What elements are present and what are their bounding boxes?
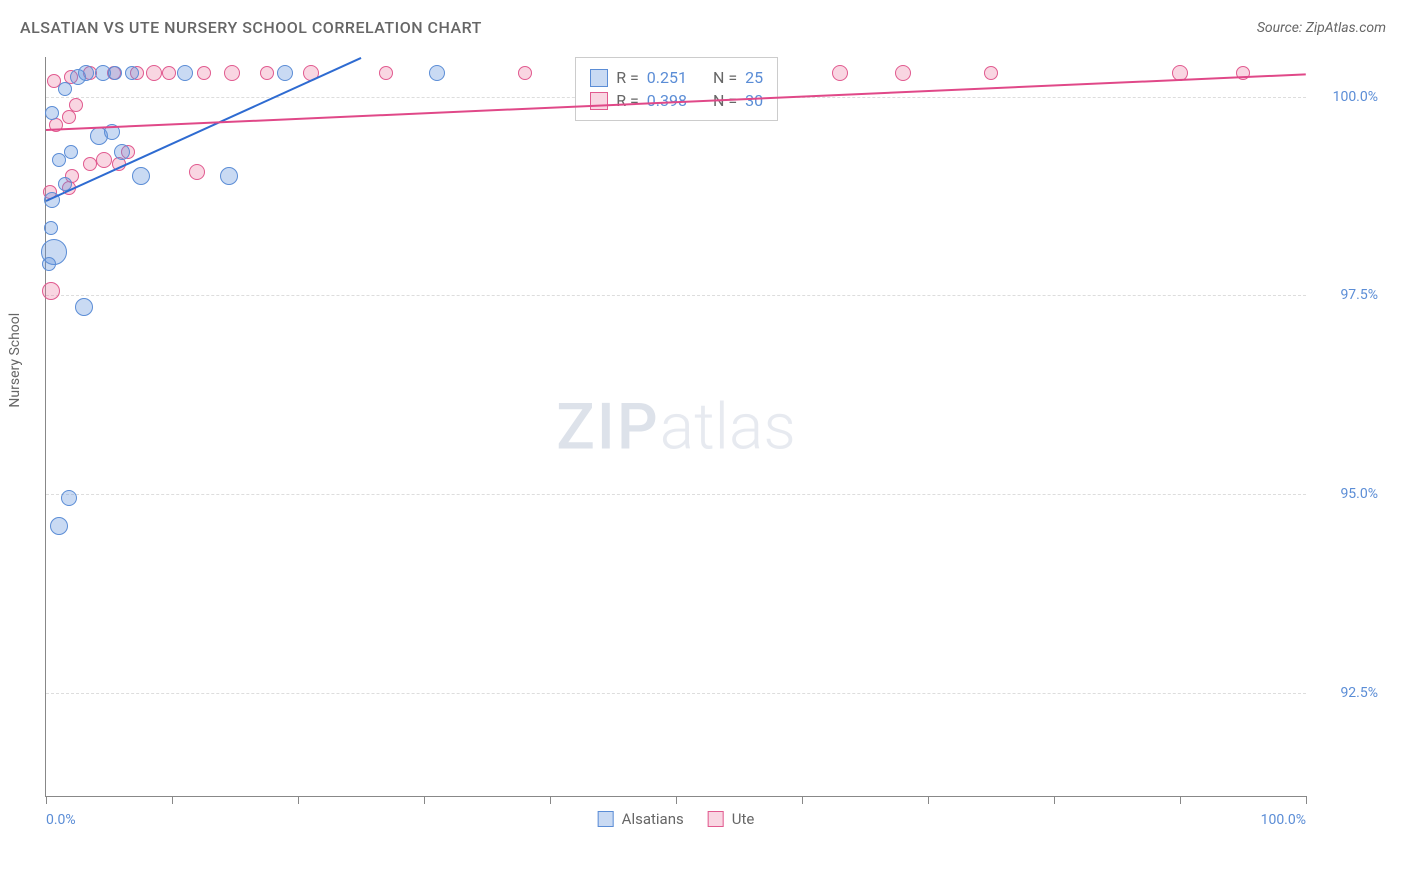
watermark: ZIPatlas [556,389,796,464]
ute-point [197,66,211,80]
ute-point [832,65,848,81]
alsatians-point [42,257,56,271]
gridline [46,494,1306,495]
y-tick-label: 97.5% [1318,287,1378,303]
legend-n-label: N = [713,68,737,87]
alsatians-point [108,66,122,80]
chart-container: Nursery School ZIPatlas 92.5%95.0%97.5%1… [45,47,1386,847]
x-legend-label: Ute [732,810,755,828]
ute-point [69,98,83,112]
ute-point [260,66,274,80]
alsatians-point [64,145,78,159]
x-legend-label: Alsatians [622,810,684,828]
gridline [46,295,1306,296]
x-legend-item-ute: Ute [708,810,755,828]
legend-n-value: 25 [745,68,763,87]
plot-area: ZIPatlas 92.5%95.0%97.5%100.0%0.0%100.0%… [45,57,1306,797]
alsatians-point [132,167,150,185]
alsatians-point [61,490,77,506]
ute-point [62,110,76,124]
alsatians-point [277,65,293,81]
x-legend-item-alsatians: Alsatians [598,810,684,828]
x-tick [46,796,47,804]
ute-point [379,66,393,80]
alsatians-point [220,167,238,185]
x-tick [298,796,299,804]
ute-point [518,66,532,80]
x-tick [676,796,677,804]
gridline [46,693,1306,694]
alsatians-point [50,517,68,535]
ute-point [146,65,162,81]
watermark-bold: ZIP [556,389,660,464]
legend-row: R = 0.251 N = 25 [590,66,763,89]
alsatians-point [44,221,58,235]
y-tick-label: 92.5% [1318,685,1378,701]
x-tick-label: 0.0% [46,812,76,828]
x-tick [1306,796,1307,804]
ute-point [984,66,998,80]
alsatians-point [429,65,445,81]
alsatians-point [78,65,94,81]
legend-swatch [708,811,724,827]
x-tick [550,796,551,804]
chart-source: Source: ZipAtlas.com [1257,20,1386,36]
x-tick [1054,796,1055,804]
alsatians-point [177,65,193,81]
alsatians-point [125,66,139,80]
x-axis-legend: Alsatians Ute [598,810,755,828]
alsatians-point [58,82,72,96]
ute-point [189,164,205,180]
y-axis-label: Nursery School [7,313,23,408]
ute-point [895,65,911,81]
alsatians-point [52,153,66,167]
ute-point [42,282,60,300]
legend-r-label: R = [616,91,639,110]
x-tick [928,796,929,804]
alsatians-point [45,106,59,120]
ute-point [162,66,176,80]
x-tick [1180,796,1181,804]
alsatians-point [75,298,93,316]
legend-n-value: 30 [745,91,763,110]
correlation-legend: R =0.251N =25R =0.398N =30 [575,57,778,121]
chart-title: ALSATIAN VS UTE NURSERY SCHOOL CORRELATI… [20,18,482,37]
alsatians-point [114,144,130,160]
watermark-light: atlas [660,389,796,464]
x-tick [802,796,803,804]
x-tick [172,796,173,804]
y-tick-label: 100.0% [1318,89,1378,105]
y-tick-label: 95.0% [1318,486,1378,502]
legend-r-label: R = [616,68,639,87]
legend-swatch [598,811,614,827]
x-tick-label: 100.0% [1261,812,1306,828]
ute-point [224,65,240,81]
chart-header: ALSATIAN VS UTE NURSERY SCHOOL CORRELATI… [0,0,1406,47]
legend-r-value: 0.251 [647,68,687,87]
legend-swatch [590,69,608,87]
x-tick [424,796,425,804]
ute-point [96,152,112,168]
